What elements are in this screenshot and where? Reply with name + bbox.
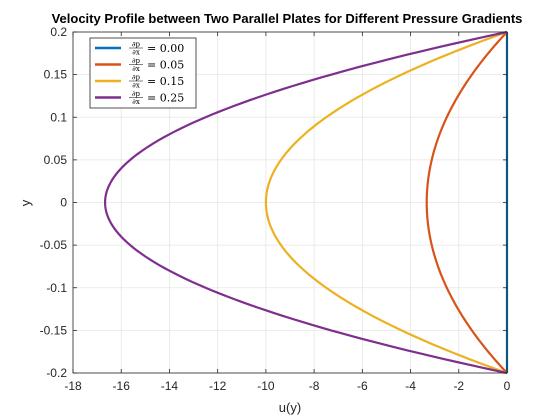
x-tick-label: -2 [453, 379, 464, 393]
x-tick-label: -12 [209, 379, 227, 393]
series-line-1 [425, 31, 508, 374]
x-tick-label: -14 [161, 379, 179, 393]
legend: ∂p∂x = 0.00∂p∂x = 0.05∂p∂x = 0.15∂p∂x = 0.25 [89, 37, 197, 109]
y-tick-label: -0.05 [40, 238, 68, 252]
legend-label: = 0.15 [147, 75, 184, 88]
legend-fraction-numerator: ∂p [132, 57, 141, 65]
legend-item: ∂p∂x = 0.15 [95, 74, 184, 90]
x-tick-label: -6 [357, 379, 368, 393]
y-axis-label: y [18, 199, 33, 206]
legend-label: = 0.25 [147, 92, 184, 105]
legend-fraction-denominator: ∂x [132, 49, 140, 57]
chart-title: Velocity Profile between Two Parallel Pl… [52, 11, 523, 26]
axis-ticks [72, 31, 508, 374]
y-tick-label: 0.15 [44, 68, 68, 82]
legend-item: ∂p∂x = 0.25 [95, 90, 184, 106]
x-tick-label: -4 [405, 379, 416, 393]
legend-label: = 0.00 [147, 42, 184, 55]
x-tick-label: -8 [309, 379, 320, 393]
x-axis-label: u(y) [279, 400, 301, 415]
y-tick-label: 0.2 [50, 25, 67, 39]
y-tick-label: 0.05 [44, 153, 68, 167]
legend-label: = 0.05 [147, 59, 184, 72]
legend-item: ∂p∂x = 0.00 [95, 41, 184, 57]
y-tick-label: -0.15 [40, 323, 68, 337]
x-tick-label: -16 [113, 379, 131, 393]
y-tick-label: -0.1 [46, 281, 67, 295]
y-tick-label: 0.1 [50, 110, 67, 124]
x-tick-label: -18 [64, 379, 82, 393]
legend-fraction-denominator: ∂x [132, 82, 140, 90]
legend-fraction-numerator: ∂p [132, 74, 141, 82]
legend-item: ∂p∂x = 0.05 [95, 57, 184, 73]
series-line-2 [264, 30, 508, 375]
x-tick-label: -10 [257, 379, 275, 393]
y-tick-label: -0.2 [46, 366, 67, 380]
legend-fraction-numerator: ∂p [132, 41, 141, 49]
legend-fraction-denominator: ∂x [132, 98, 140, 106]
y-tick-label: 0 [60, 196, 67, 210]
legend-fraction-denominator: ∂x [132, 65, 140, 73]
x-tick-label: 0 [504, 379, 511, 393]
x-tick-labels: -18 -16 -14 -12 -10 -8 -6 -4 -2 0 [64, 379, 510, 393]
series-line-3 [103, 30, 508, 375]
y-tick-labels: -0.2 -0.15 -0.1 -0.05 0 0.05 0.1 0.15 0.2 [40, 25, 68, 380]
legend-fraction-numerator: ∂p [132, 90, 141, 98]
